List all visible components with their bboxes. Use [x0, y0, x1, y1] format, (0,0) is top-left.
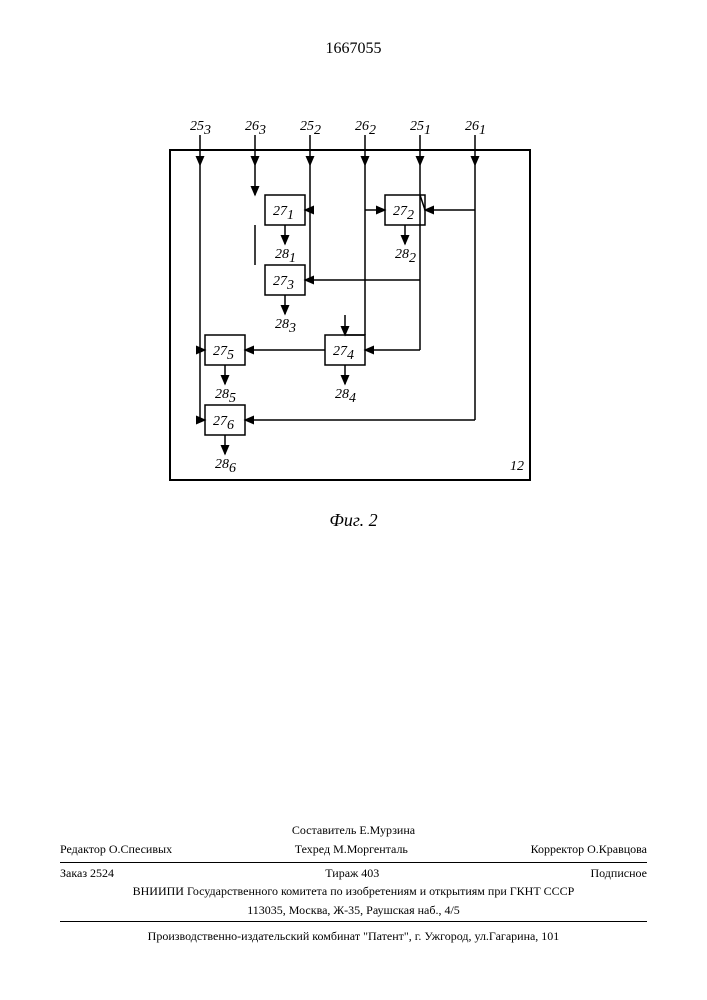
editor: Редактор О.Спесивых	[60, 841, 172, 858]
page-number: 1667055	[326, 40, 382, 58]
divider	[60, 921, 647, 922]
order-number: Заказ 2524	[60, 865, 114, 882]
vniipi-line1: ВНИИПИ Государственного комитета по изоб…	[60, 883, 647, 900]
techred: Техред М.Моргенталь	[295, 841, 408, 858]
tirazh: Тираж 403	[325, 865, 379, 882]
circuit-diagram: 12 2532632522622512612712722732742752762…	[130, 110, 570, 500]
output-label-5: 286	[215, 457, 236, 476]
footer: Производственно-издательский комбинат "П…	[60, 928, 647, 945]
box-label: 12	[510, 459, 524, 474]
output-label-4: 285	[215, 387, 236, 406]
divider	[60, 862, 647, 863]
output-label-0: 281	[275, 247, 296, 266]
signed: Подписное	[590, 865, 647, 882]
credits-block: Составитель Е.Мурзина Редактор О.Спесивы…	[60, 822, 647, 945]
figure-caption: Фиг. 2	[329, 510, 377, 531]
corrector: Корректор О.Кравцова	[531, 841, 647, 858]
output-label-1: 282	[395, 247, 416, 266]
output-label-2: 283	[275, 317, 296, 336]
vniipi-line2: 113035, Москва, Ж-35, Раушская наб., 4/5	[60, 902, 647, 919]
compiler: Составитель Е.Мурзина	[60, 822, 647, 839]
output-label-3: 284	[335, 387, 356, 406]
